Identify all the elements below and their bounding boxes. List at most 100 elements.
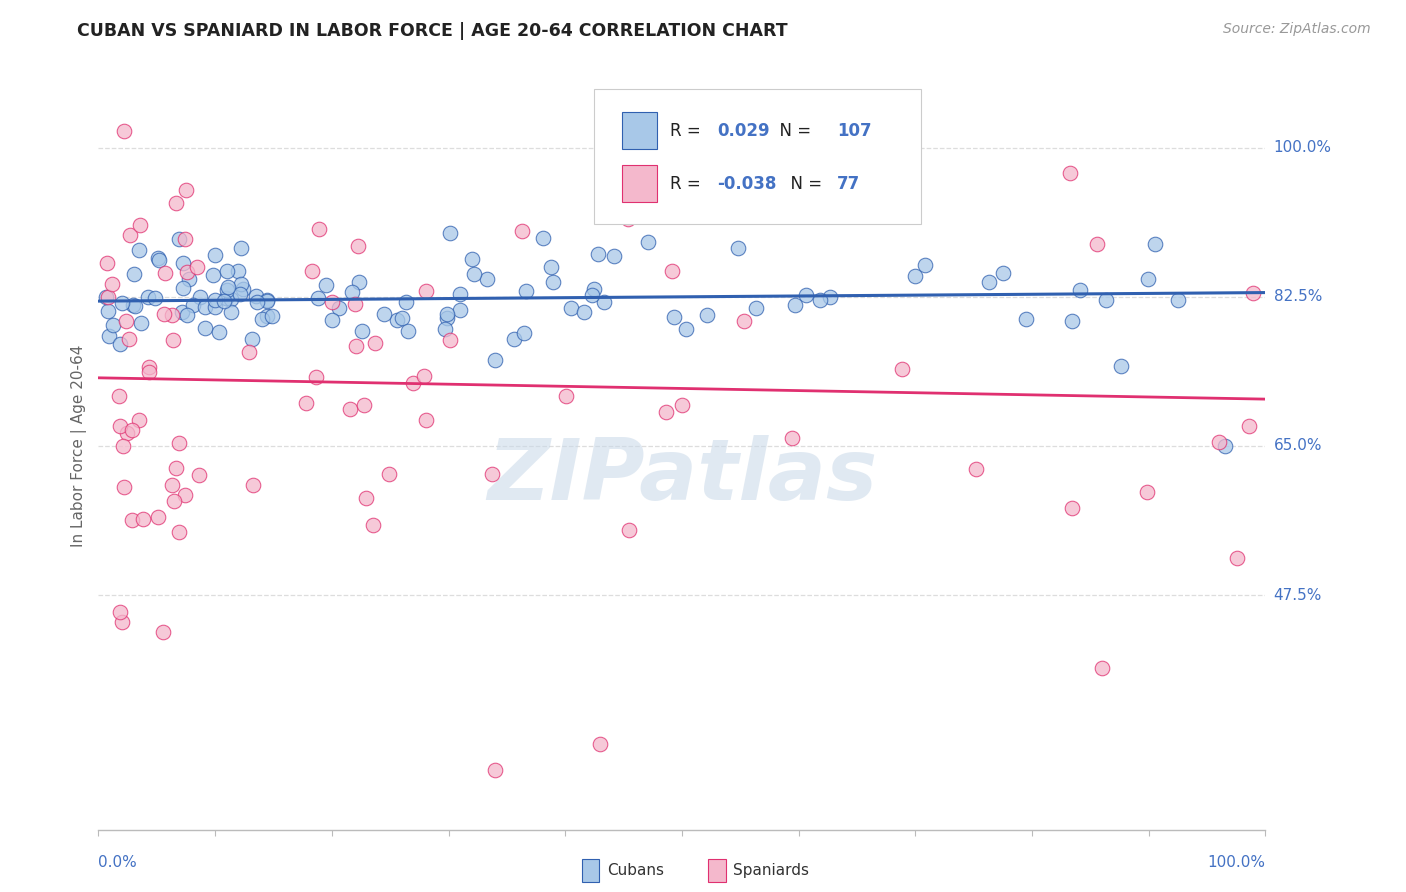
- Point: [162, 334, 184, 348]
- Point: [363, 518, 385, 533]
- Point: [308, 221, 330, 235]
- Text: -0.038: -0.038: [717, 175, 776, 193]
- Point: [794, 288, 817, 302]
- Point: [186, 260, 208, 275]
- Text: R =: R =: [671, 175, 706, 193]
- Point: [167, 524, 190, 539]
- Point: [148, 253, 170, 268]
- Point: [295, 396, 318, 410]
- Point: [153, 307, 176, 321]
- Point: [242, 477, 264, 491]
- Point: [101, 277, 124, 291]
- FancyBboxPatch shape: [623, 165, 658, 202]
- Point: [439, 334, 461, 348]
- Point: [343, 297, 366, 311]
- Point: [97, 304, 120, 318]
- Point: [226, 264, 249, 278]
- Point: [112, 480, 135, 494]
- Point: [112, 439, 135, 453]
- Point: [121, 513, 143, 527]
- Point: [219, 292, 242, 306]
- Point: [165, 461, 187, 475]
- Point: [463, 267, 485, 281]
- Point: [436, 310, 458, 325]
- Point: [231, 241, 253, 255]
- Point: [214, 291, 236, 305]
- Point: [396, 324, 419, 338]
- Point: [245, 289, 267, 303]
- Point: [214, 293, 236, 308]
- Point: [1069, 283, 1091, 297]
- Text: 100.0%: 100.0%: [1208, 855, 1265, 870]
- Point: [108, 389, 131, 403]
- Text: 65.0%: 65.0%: [1274, 439, 1322, 453]
- Point: [219, 305, 242, 319]
- Point: [1109, 359, 1132, 374]
- Point: [187, 467, 209, 482]
- Point: [588, 247, 610, 261]
- Point: [111, 296, 134, 310]
- Point: [167, 232, 190, 246]
- Point: [172, 281, 194, 295]
- Point: [115, 426, 138, 441]
- Text: 100.0%: 100.0%: [1274, 140, 1331, 155]
- Point: [603, 249, 626, 263]
- Point: [129, 218, 152, 232]
- Point: [993, 267, 1015, 281]
- Point: [378, 467, 401, 481]
- Point: [232, 281, 254, 295]
- Bar: [582, 859, 599, 882]
- Point: [696, 308, 718, 322]
- Y-axis label: In Labor Force | Age 20-64: In Labor Force | Age 20-64: [72, 345, 87, 547]
- Point: [246, 295, 269, 310]
- Point: [461, 252, 484, 266]
- Point: [1213, 439, 1236, 453]
- Point: [188, 290, 211, 304]
- Point: [436, 307, 458, 321]
- Point: [342, 285, 364, 300]
- Point: [617, 212, 640, 227]
- Point: [94, 291, 117, 305]
- Point: [128, 243, 150, 257]
- Point: [1136, 271, 1159, 285]
- Point: [121, 423, 143, 437]
- Point: [146, 252, 169, 266]
- Point: [484, 763, 506, 777]
- Point: [654, 405, 676, 419]
- Point: [415, 413, 437, 427]
- Point: [177, 272, 200, 286]
- Point: [115, 314, 138, 328]
- Point: [132, 512, 155, 526]
- Point: [174, 232, 197, 246]
- Point: [373, 307, 395, 321]
- Text: Spaniards: Spaniards: [734, 863, 810, 878]
- Point: [356, 491, 378, 505]
- Text: R =: R =: [671, 121, 706, 140]
- Point: [353, 398, 375, 412]
- Point: [194, 300, 217, 314]
- Point: [124, 299, 146, 313]
- Point: [172, 255, 194, 269]
- Point: [176, 265, 198, 279]
- Point: [305, 370, 328, 384]
- Point: [138, 360, 160, 375]
- Point: [515, 285, 537, 299]
- Point: [914, 259, 936, 273]
- Point: [560, 301, 582, 315]
- Point: [531, 230, 554, 244]
- Point: [143, 291, 166, 305]
- Point: [449, 302, 471, 317]
- Point: [97, 290, 120, 304]
- Text: 0.0%: 0.0%: [98, 855, 138, 870]
- Point: [415, 284, 437, 298]
- Text: Cubans: Cubans: [607, 863, 664, 878]
- Point: [215, 264, 238, 278]
- Point: [194, 321, 217, 335]
- Point: [228, 287, 250, 301]
- Point: [256, 293, 278, 308]
- Point: [402, 376, 425, 390]
- Point: [176, 309, 198, 323]
- Point: [1136, 485, 1159, 500]
- Point: [165, 196, 187, 211]
- Point: [321, 294, 343, 309]
